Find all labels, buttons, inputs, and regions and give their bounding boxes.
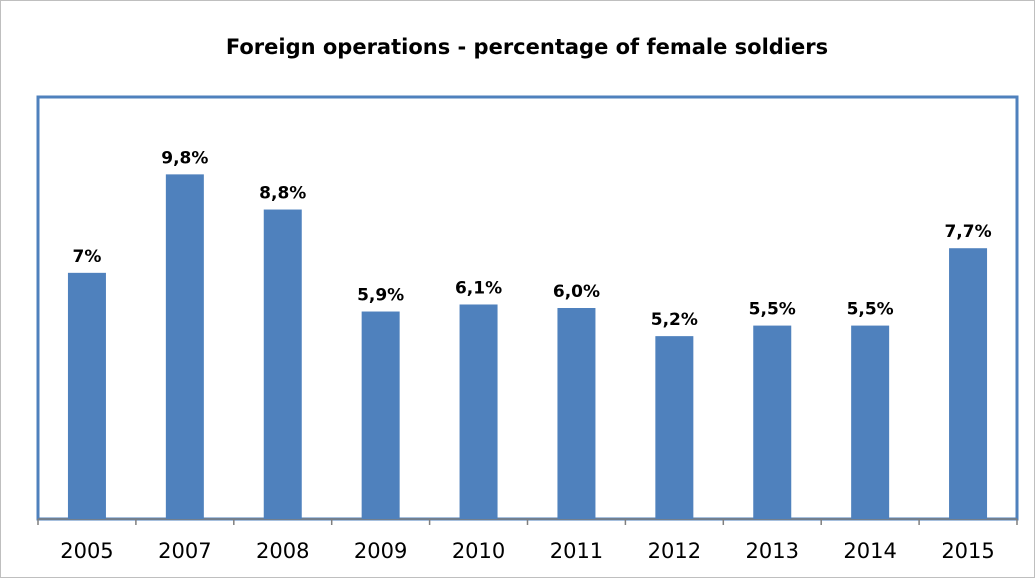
x-tick-label: 2005 (60, 539, 113, 563)
data-label: 9,8% (161, 148, 208, 168)
data-label: 5,2% (651, 310, 698, 330)
bar (655, 336, 694, 519)
data-label: 8,8% (259, 184, 306, 204)
data-label: 7% (73, 247, 102, 267)
bar (263, 209, 302, 520)
x-tick-label: 2008 (256, 539, 309, 563)
x-tick-label: 2007 (158, 539, 211, 563)
bar (851, 325, 890, 519)
x-tick-label: 2010 (452, 539, 505, 563)
data-label: 5,5% (749, 300, 796, 320)
bar (557, 308, 596, 519)
x-tick-label: 2013 (746, 539, 799, 563)
data-label: 5,9% (357, 286, 404, 306)
bar (361, 311, 400, 519)
x-tick-label: 2015 (941, 539, 994, 563)
bar (165, 174, 204, 519)
x-tick-label: 2014 (843, 539, 896, 563)
data-label: 6,1% (455, 278, 502, 298)
data-label: 6,0% (553, 282, 600, 302)
chart-title: Foreign operations - percentage of femal… (226, 35, 828, 59)
data-label: 7,7% (944, 222, 991, 242)
bar (459, 304, 498, 519)
x-tick-label: 2011 (550, 539, 603, 563)
x-tick-label: 2012 (648, 539, 701, 563)
data-label: 5,5% (847, 300, 894, 320)
bar (67, 272, 106, 519)
x-tick-label: 2009 (354, 539, 407, 563)
bar (753, 325, 792, 519)
bar (949, 248, 988, 519)
